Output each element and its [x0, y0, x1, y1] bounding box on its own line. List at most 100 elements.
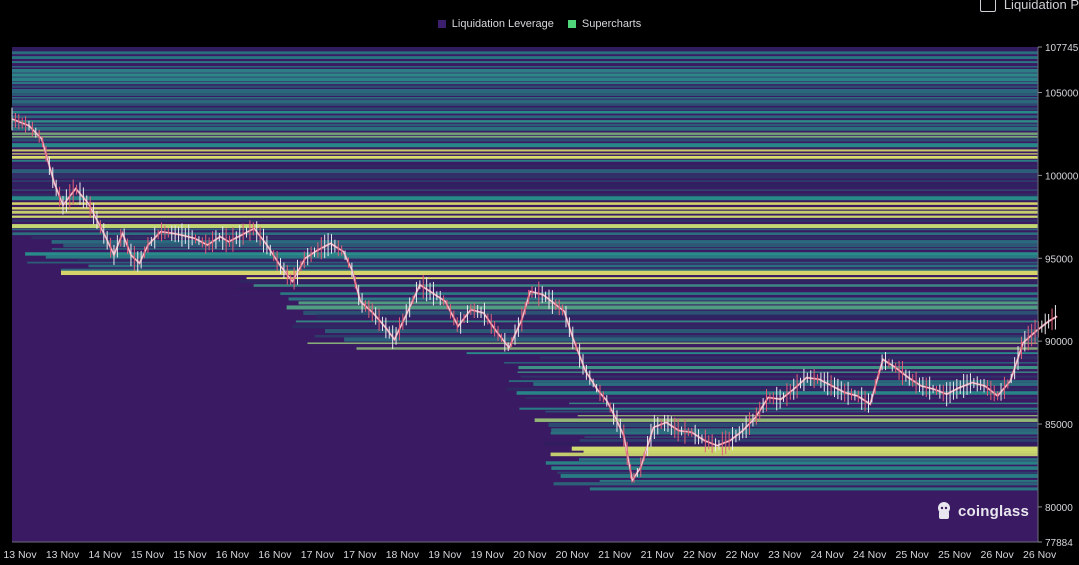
heat-band: [508, 380, 1038, 383]
x-tick-label: 19 Nov: [471, 549, 505, 561]
heat-band: [533, 382, 1038, 386]
x-tick-label: 22 Nov: [726, 549, 760, 561]
heat-band: [12, 97, 1038, 99]
y-tick-label: 107745: [1045, 43, 1079, 54]
y-tick-label: 90000: [1045, 337, 1073, 348]
heat-band: [12, 224, 1038, 229]
heat-band: [60, 268, 1039, 272]
heat-band: [12, 123, 1038, 127]
heat-band: [12, 189, 1038, 191]
coinglass-logo-icon: [935, 501, 953, 521]
heat-band: [325, 329, 1038, 334]
heat-band: [51, 248, 1039, 250]
x-tick-label: 24 Nov: [853, 549, 887, 561]
coinglass-watermark: coinglass: [935, 501, 1029, 521]
x-tick-label: 16 Nov: [258, 549, 292, 561]
heat-band: [516, 391, 1038, 395]
heat-band: [344, 337, 1039, 342]
x-tick-label: 18 Nov: [386, 549, 420, 561]
heat-band: [519, 407, 1038, 410]
legend-item-supercharts[interactable]: Supercharts: [567, 15, 642, 33]
heat-band: [577, 415, 1038, 417]
heat-band: [578, 458, 1038, 461]
heat-band: [569, 402, 1038, 405]
x-tick-label: 25 Nov: [938, 549, 972, 561]
x-tick-label: 26 Nov: [981, 549, 1015, 561]
x-tick-label: 20 Nov: [513, 549, 547, 561]
heat-band: [545, 410, 1038, 413]
heat-band: [12, 169, 1038, 174]
heat-band: [60, 270, 1039, 276]
heat-band: [12, 132, 1038, 135]
x-tick-label: 24 Nov: [811, 549, 845, 561]
x-tick-label: 19 Nov: [428, 549, 462, 561]
heat-band: [316, 314, 1038, 319]
x-tick-label: 25 Nov: [896, 549, 930, 561]
liquidation-price-toggle-label: Liquidation P: [1003, 0, 1079, 12]
heat-band: [12, 210, 1038, 214]
heat-band: [235, 287, 1038, 290]
heat-band: [12, 193, 1038, 198]
heat-band: [12, 73, 1038, 77]
heat-band: [12, 153, 1038, 155]
x-tick-label: 21 Nov: [598, 549, 632, 561]
heat-band: [12, 110, 1038, 114]
heat-band: [518, 365, 1038, 370]
heat-band: [298, 301, 1038, 305]
heat-band: [560, 474, 1038, 478]
heat-band: [540, 356, 1038, 360]
heat-band: [45, 255, 1039, 259]
heat-band: [599, 479, 1038, 482]
heat-band: [246, 277, 1038, 280]
heat-band: [12, 47, 1038, 52]
heat-band: [12, 174, 1038, 179]
watermark-label: coinglass: [958, 502, 1029, 520]
heat-band: [504, 361, 1038, 364]
liquidation-price-toggle[interactable]: Liquidation P: [979, 0, 1079, 12]
y-tick-label: 100000: [1045, 171, 1079, 182]
heat-band: [12, 215, 1038, 218]
y-tick-label: 105000: [1045, 89, 1079, 100]
heat-band: [12, 120, 1038, 123]
heat-band: [295, 320, 1038, 323]
checkbox[interactable]: [979, 0, 996, 12]
legend-label-liquidation-leverage: Liquidation Leverage: [451, 18, 554, 30]
chart-legend: Liquidation Leverage Supercharts: [0, 15, 1079, 33]
heat-band: [356, 347, 1038, 350]
x-tick-label: 20 Nov: [556, 549, 590, 561]
heat-band: [12, 155, 1038, 159]
heat-band: [12, 77, 1038, 82]
x-tick-label: 14 Nov: [88, 549, 122, 561]
heat-band: [12, 180, 1038, 182]
heat-band: [27, 261, 1038, 264]
heat-band: [548, 422, 1038, 427]
heat-band: [12, 68, 1038, 73]
heat-band: [77, 258, 1038, 261]
y-tick-label: 80000: [1045, 503, 1073, 514]
heat-band: [51, 240, 1038, 244]
x-tick-label: 21 Nov: [641, 549, 675, 561]
heat-band: [314, 334, 1038, 338]
heat-band: [288, 297, 1038, 301]
x-tick-label: 15 Nov: [173, 549, 207, 561]
heat-band: [88, 264, 1038, 268]
heat-band: [12, 88, 1038, 93]
heat-band: [12, 207, 1038, 210]
heat-band: [280, 292, 1038, 295]
heat-band: [292, 324, 1038, 329]
heat-band: [12, 103, 1038, 106]
heat-band: [12, 228, 1038, 231]
heat-band: [12, 202, 1038, 205]
heat-band: [12, 135, 1038, 138]
heat-band: [466, 352, 1038, 355]
heat-band: [589, 487, 1038, 491]
x-tick-label: 26 Nov: [1023, 549, 1057, 561]
legend-label-supercharts: Supercharts: [581, 18, 642, 30]
heat-band: [517, 371, 1038, 373]
heat-band: [550, 452, 1038, 457]
legend-swatch-liquidation-leverage: [437, 20, 446, 28]
legend-item-liquidation-leverage[interactable]: Liquidation Leverage: [437, 15, 554, 33]
heat-band: [239, 279, 1038, 284]
heat-band: [12, 143, 1038, 148]
